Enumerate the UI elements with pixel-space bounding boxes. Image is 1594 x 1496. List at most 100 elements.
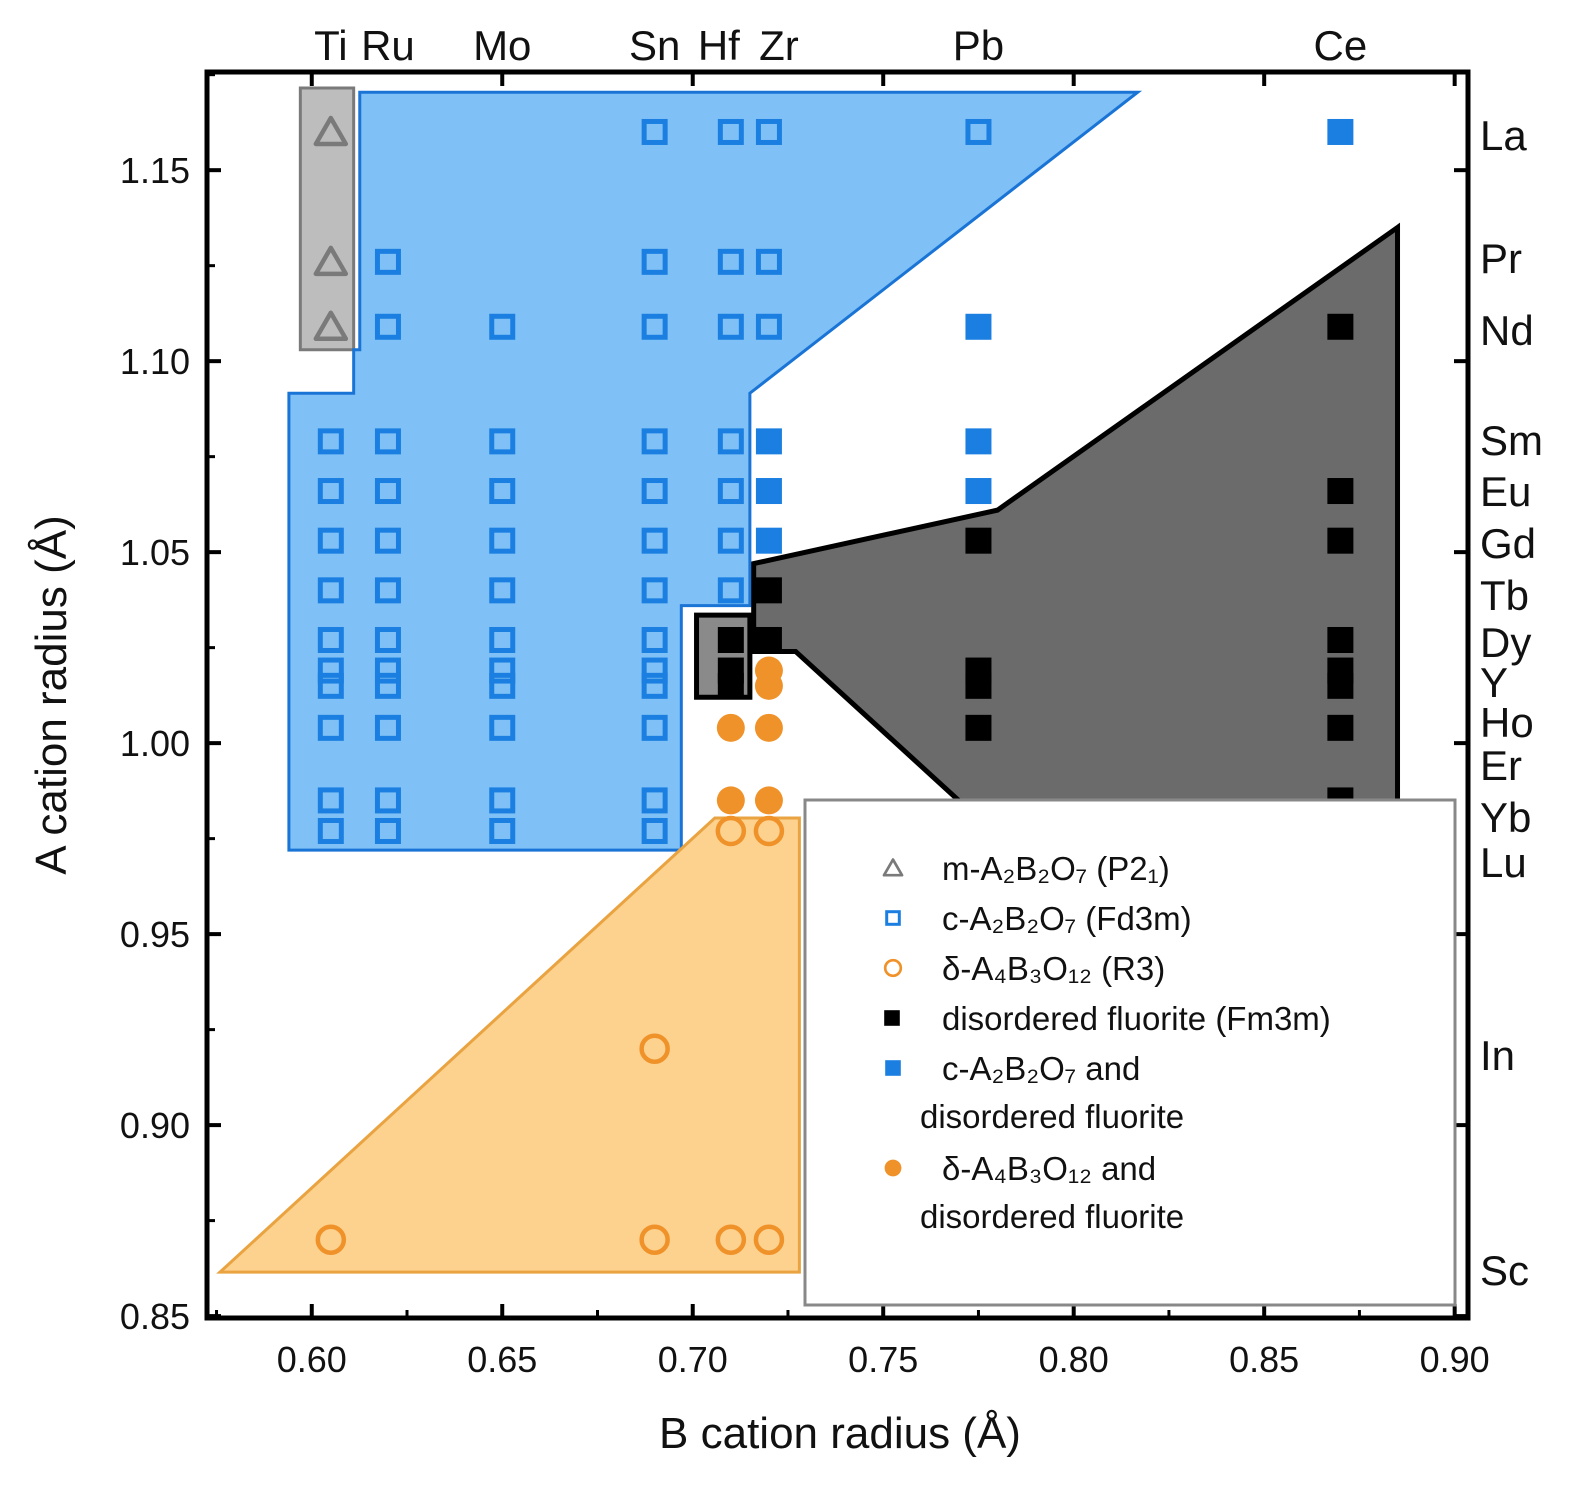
data-point-Sn-Y: [641, 657, 668, 684]
data-point-Sn-Ho: [641, 672, 668, 699]
data-point-Zr-La: [755, 118, 782, 145]
data-point-Sn-Pr: [641, 248, 668, 275]
data-point-Ti-Ho: [317, 672, 344, 699]
a-cation-label: Er: [1480, 742, 1522, 789]
data-point-Sn-Dy: [641, 626, 668, 653]
a-cation-label: Gd: [1480, 520, 1536, 567]
legend-entry: c-A₂B₂O₇ (Fd3m): [885, 900, 1192, 937]
data-point-Pb-Ho: [965, 672, 992, 699]
data-point-Sn-Lu: [641, 817, 668, 844]
y-tick-label: 1.05: [120, 532, 190, 573]
data-point-Pb-Gd: [965, 527, 992, 554]
data-point-Ce-Ho: [1327, 672, 1354, 699]
data-point-Hf-Lu: [715, 815, 747, 847]
b-cation-label: Pb: [953, 22, 1004, 69]
data-point-Hf-Eu: [717, 478, 744, 505]
data-point-Zr-Gd: [755, 527, 782, 554]
a-cation-label: Pr: [1480, 235, 1522, 282]
data-point-Sn-In: [639, 1033, 670, 1064]
data-point-Pb-La: [965, 118, 992, 145]
y-tick-label: 0.85: [120, 1296, 190, 1337]
data-point-Zr-Lu: [753, 815, 785, 847]
data-point-Ti-Sm: [317, 428, 344, 455]
a-cation-label: La: [1480, 112, 1527, 159]
data-point-Ru-Tb: [374, 577, 401, 604]
x-tick-label: 0.60: [277, 1339, 347, 1380]
data-point-Hf-La: [717, 118, 744, 145]
a-cation-label: Dy: [1480, 619, 1531, 666]
data-point-Ru-Sm: [374, 428, 401, 455]
data-point-Zr-Tb: [755, 577, 782, 604]
plot-frame: [204, 69, 1471, 1321]
data-point-Zr-Nd: [755, 313, 782, 340]
data-point-Sn-Eu: [641, 478, 668, 505]
x-tick-label: 0.65: [467, 1339, 537, 1380]
data-point-Hf-Pr: [717, 248, 744, 275]
data-point-Mo-Ho: [489, 672, 516, 699]
x-axis-label: B cation radius (Å): [659, 1409, 1021, 1458]
data-point-Ru-Pr: [374, 248, 401, 275]
data-point-Sn-Yb: [641, 787, 668, 814]
a-cation-label: Lu: [1480, 839, 1527, 886]
legend-label: δ-A₄B₃O₁₂ and: [942, 1150, 1156, 1187]
data-point-Ce-Dy: [1327, 626, 1354, 653]
a-cation-label: In: [1480, 1032, 1515, 1079]
legend-label: disordered fluorite: [920, 1098, 1184, 1135]
data-point-Ti-Y: [317, 657, 344, 684]
data-point-Ti-Sc: [315, 1224, 347, 1255]
legend-label: disordered fluorite: [920, 1198, 1184, 1235]
legend-marker-triangle-open: [882, 858, 904, 877]
a-cation-label: Eu: [1480, 468, 1531, 515]
x-tick-label: 0.70: [658, 1339, 728, 1380]
data-point-Hf-Sm: [717, 428, 744, 455]
data-point-Ru-Yb: [374, 787, 401, 814]
legend-marker-circle-filled: [884, 1159, 902, 1177]
data-point-Sn-Gd: [641, 527, 668, 554]
legend-marker-square-filled: [884, 1010, 900, 1026]
legend-label: m-A₂B₂O₇ (P2₁): [942, 850, 1170, 887]
data-point-Hf-Tb: [717, 577, 744, 604]
a-cation-label: Y: [1480, 659, 1508, 706]
b-cation-label: Sn: [629, 22, 680, 69]
data-point-Ru-Ho: [374, 672, 401, 699]
data-point-Mo-Sm: [489, 428, 516, 455]
legend-label: disordered fluorite (Fm3m): [942, 1000, 1331, 1037]
a-cation-label: Tb: [1480, 572, 1529, 619]
a-cation-label: Ho: [1480, 699, 1534, 746]
b-cation-label: Ru: [361, 22, 415, 69]
data-point-Zr-Ho: [754, 671, 783, 700]
legend-label: δ-A₄B₃O₁₂ (R3): [942, 950, 1165, 987]
data-point-Pb-Eu: [965, 478, 992, 505]
data-point-Sn-Tb: [641, 577, 668, 604]
data-point-Ti-Er: [317, 714, 344, 741]
data-point-Mo-Er: [489, 714, 516, 741]
data-point-Sn-La: [641, 118, 668, 145]
b-cation-label: Ce: [1314, 22, 1368, 69]
data-point-Mo-Lu: [489, 817, 516, 844]
region-delta: [216, 816, 801, 1274]
legend: m-A₂B₂O₇ (P2₁) c-A₂B₂O₇ (Fd3m) δ-A₄B₃O₁₂ (…: [803, 798, 1457, 1307]
x-tick-label: 0.80: [1039, 1339, 1109, 1380]
legend-label: c-A₂B₂O₇ (Fd3m): [942, 900, 1192, 937]
data-point-Sn-Nd: [641, 313, 668, 340]
data-point-Ti-Gd: [317, 527, 344, 554]
data-point-Mo-Eu: [489, 478, 516, 505]
y-tick-label: 1.10: [120, 341, 190, 382]
data-point-Mo-Gd: [489, 527, 516, 554]
data-point-Ru-Er: [374, 714, 401, 741]
x-tick-label: 0.85: [1229, 1339, 1299, 1380]
data-point-Ce-La: [1327, 118, 1354, 145]
data-point-Sn-Sm: [641, 428, 668, 455]
data-point-Ce-Nd: [1327, 313, 1354, 340]
legend-label: c-A₂B₂O₇ and: [942, 1050, 1140, 1087]
b-cation-label: Ti: [314, 22, 347, 69]
data-point-Ti-Yb: [317, 787, 344, 814]
data-point-Hf-Nd: [717, 313, 744, 340]
a-cation-label: Yb: [1480, 794, 1531, 841]
legend-entry: m-A₂B₂O₇ (P2₁): [882, 850, 1170, 887]
legend-box: [803, 798, 1457, 1307]
y-tick-label: 1.15: [120, 150, 190, 191]
data-point-Ru-Eu: [374, 478, 401, 505]
legend-marker-circle-open: [883, 958, 903, 978]
